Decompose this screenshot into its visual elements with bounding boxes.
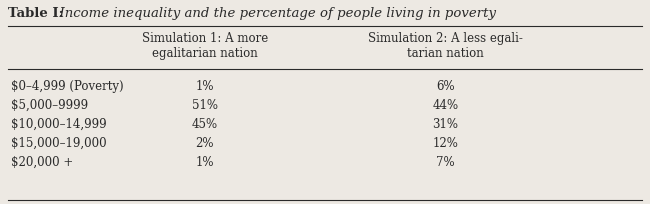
Text: $20,000 +: $20,000 + [11,156,73,169]
Text: 2%: 2% [196,137,214,150]
Text: Income inequality and the percentage of people living in poverty: Income inequality and the percentage of … [51,7,496,20]
Text: 12%: 12% [432,137,458,150]
Text: $10,000–14,999: $10,000–14,999 [11,118,107,131]
Text: 45%: 45% [192,118,218,131]
Text: Table I:: Table I: [8,7,64,20]
Text: 44%: 44% [432,99,458,112]
Text: $5,000–9999: $5,000–9999 [11,99,88,112]
Text: $15,000–19,000: $15,000–19,000 [11,137,107,150]
Text: 7%: 7% [436,156,454,169]
Text: 6%: 6% [436,80,454,93]
Text: 1%: 1% [196,156,214,169]
Text: 1%: 1% [196,80,214,93]
Text: $0–4,999 (Poverty): $0–4,999 (Poverty) [11,80,124,93]
Text: 51%: 51% [192,99,218,112]
Text: Simulation 1: A more
egalitarian nation: Simulation 1: A more egalitarian nation [142,32,268,60]
Text: Simulation 2: A less egali-
tarian nation: Simulation 2: A less egali- tarian natio… [368,32,523,60]
Text: 31%: 31% [432,118,458,131]
